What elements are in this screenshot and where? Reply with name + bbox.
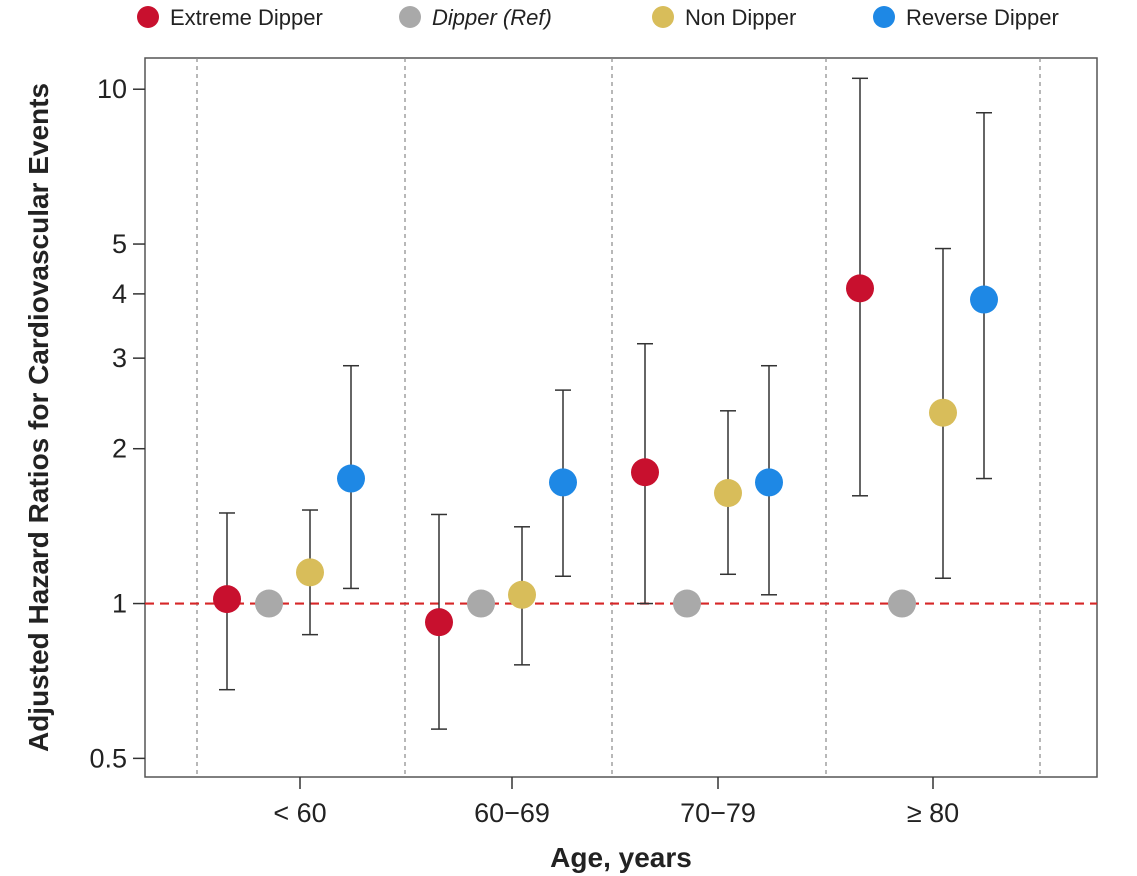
legend-item-dipper-ref: Dipper (Ref): [399, 5, 552, 30]
point-dipper-ref-3: [888, 589, 916, 618]
legend-item-extreme-dipper: Extreme Dipper: [137, 5, 323, 30]
x-tick-label-0: < 60: [273, 798, 326, 828]
y-tick-label-1: 1: [112, 589, 127, 619]
y-tick-label-0: 0.5: [89, 743, 127, 773]
point-dipper-ref-0: [255, 589, 283, 618]
y-tick-label-5: 5: [112, 229, 127, 259]
point-dipper-ref-1: [467, 589, 495, 618]
legend-label-dipper-ref: Dipper (Ref): [432, 5, 552, 30]
point-extreme-dipper-1: [425, 608, 453, 637]
legend-marker-dipper-ref: [399, 6, 421, 28]
point-extreme-dipper-3: [846, 274, 874, 303]
point-non-dipper-1: [508, 580, 536, 609]
legend-label-extreme-dipper: Extreme Dipper: [170, 5, 323, 30]
point-non-dipper-3: [929, 398, 957, 427]
y-tick-label-3: 3: [112, 343, 127, 373]
y-tick-label-4: 4: [112, 279, 127, 309]
legend-item-reverse-dipper: Reverse Dipper: [873, 5, 1059, 30]
legend-item-non-dipper: Non Dipper: [652, 5, 796, 30]
y-axis-title: Adjusted Hazard Ratios for Cardiovascula…: [23, 83, 54, 752]
plot-frame: [144, 57, 1098, 778]
legend-label-non-dipper: Non Dipper: [685, 5, 796, 30]
y-tick-label-6: 10: [97, 74, 127, 104]
point-reverse-dipper-2: [755, 468, 783, 497]
point-reverse-dipper-1: [549, 468, 577, 497]
point-extreme-dipper-2: [631, 458, 659, 487]
legend-label-reverse-dipper: Reverse Dipper: [906, 5, 1059, 30]
x-axis-title: Age, years: [550, 842, 692, 873]
point-non-dipper-0: [296, 558, 324, 587]
legend-marker-non-dipper: [652, 6, 674, 28]
legend-marker-reverse-dipper: [873, 6, 895, 28]
point-extreme-dipper-0: [213, 585, 241, 614]
legend-marker-extreme-dipper: [137, 6, 159, 28]
point-reverse-dipper-0: [337, 464, 365, 493]
point-reverse-dipper-3: [970, 285, 998, 314]
x-tick-label-2: 70−79: [680, 798, 756, 828]
x-tick-label-3: ≥ 80: [907, 798, 959, 828]
y-tick-label-2: 2: [112, 434, 127, 464]
point-non-dipper-2: [714, 479, 742, 508]
point-dipper-ref-2: [673, 589, 701, 618]
x-tick-label-1: 60−69: [474, 798, 550, 828]
